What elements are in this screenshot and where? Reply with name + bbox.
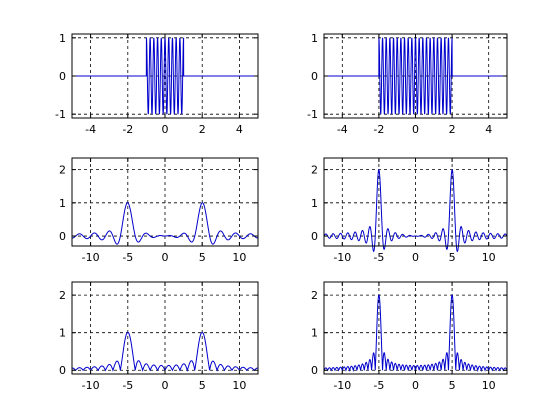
y-tick-label: 0	[59, 70, 66, 83]
y-tick-label: 2	[311, 289, 318, 302]
x-tick-label: 0	[412, 379, 419, 392]
x-tick-label: 5	[449, 251, 456, 264]
x-tick-label: 5	[199, 251, 206, 264]
axes-box	[71, 281, 259, 375]
x-tick-label: -10	[333, 251, 351, 264]
x-tick-label: 2	[449, 123, 456, 136]
y-tick-label: 2	[59, 289, 66, 302]
x-tick-label: 10	[232, 251, 246, 264]
x-tick-label: -5	[373, 379, 384, 392]
x-tick-label: 4	[236, 123, 243, 136]
x-tick-label: 10	[232, 379, 246, 392]
x-tick-label: -10	[82, 379, 100, 392]
series-line	[72, 202, 258, 245]
x-tick-label: -5	[122, 379, 133, 392]
y-tick-label: 1	[59, 197, 66, 210]
axes-box	[323, 281, 508, 375]
x-tick-label: -2	[122, 123, 133, 136]
y-tick-label: 0	[311, 70, 318, 83]
x-tick-label: 0	[162, 379, 169, 392]
x-tick-label: -10	[333, 379, 351, 392]
y-tick-label: 0	[59, 230, 66, 243]
y-tick-label: 0	[311, 364, 318, 377]
y-tick-label: -1	[55, 108, 66, 121]
y-tick-label: 0	[311, 230, 318, 243]
x-tick-label: 5	[199, 379, 206, 392]
x-tick-label: 4	[485, 123, 492, 136]
x-tick-label: -4	[85, 123, 96, 136]
y-tick-label: 2	[311, 164, 318, 177]
series-line	[323, 169, 508, 252]
y-tick-label: 2	[59, 164, 66, 177]
subplot-3: -10 -5 0 5 10 0 1 2	[59, 157, 259, 264]
subplot-1: -4 -2 0 2 4 -1 0 1	[55, 32, 259, 136]
x-tick-label: 0	[412, 123, 419, 136]
subplot-5: -10 -5 0 5 10 0 1 2	[59, 281, 259, 392]
x-tick-label: -10	[82, 251, 100, 264]
y-tick-label: 1	[311, 327, 318, 340]
x-tick-label: 10	[482, 379, 496, 392]
subplot-2: -4 -2 0 2 4 -1 0 1	[307, 32, 508, 136]
x-tick-label: 10	[482, 251, 496, 264]
x-tick-label: 5	[449, 379, 456, 392]
x-tick-label: 0	[162, 123, 169, 136]
y-tick-label: 1	[311, 197, 318, 210]
x-tick-label: -2	[373, 123, 384, 136]
y-tick-label: 1	[59, 32, 66, 45]
subplot-6: -10 -5 0 5 10 0 1 2	[311, 281, 508, 392]
y-tick-label: 1	[311, 32, 318, 45]
y-tick-label: 0	[59, 364, 66, 377]
subplot-4: -10 -5 0 5 10 0 1 2	[311, 157, 508, 264]
x-tick-label: 0	[412, 251, 419, 264]
x-tick-label: 2	[199, 123, 206, 136]
y-tick-label: 1	[59, 327, 66, 340]
x-tick-label: -4	[337, 123, 348, 136]
x-tick-label: -5	[373, 251, 384, 264]
y-tick-label: -1	[307, 108, 318, 121]
x-tick-label: 0	[162, 251, 169, 264]
x-tick-label: -5	[122, 251, 133, 264]
